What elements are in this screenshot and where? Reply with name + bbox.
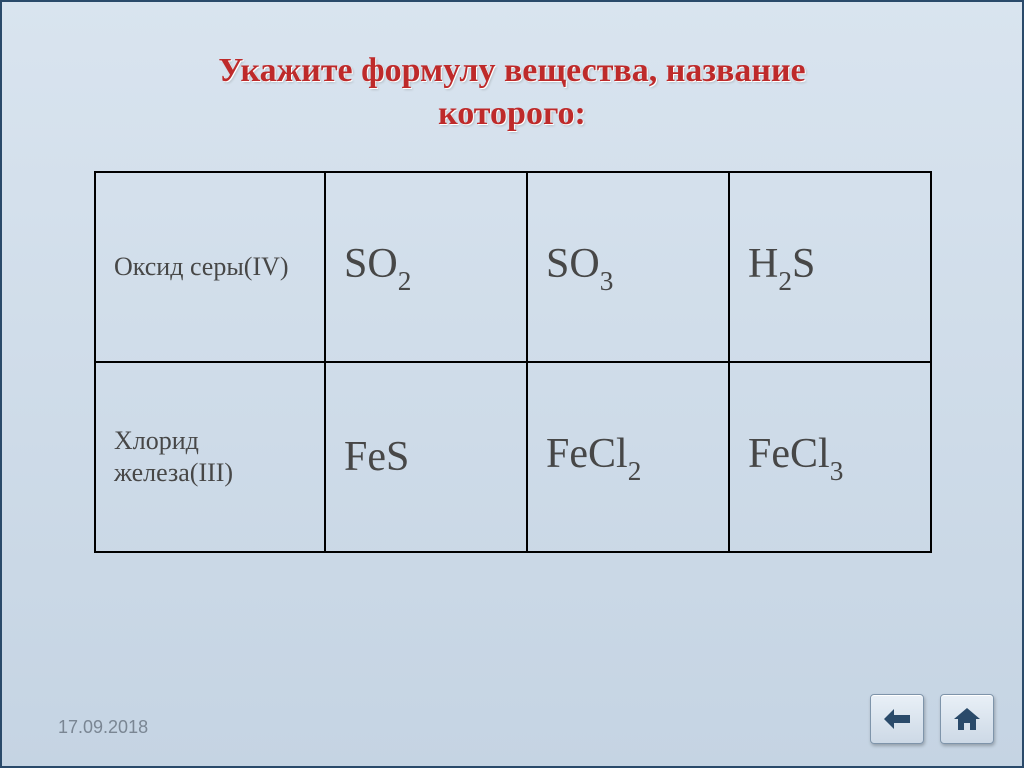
title-line-2: которого:	[438, 95, 586, 132]
arrow-left-icon	[882, 707, 912, 731]
slide-title: Укажите формулу вещества, название котор…	[2, 2, 1022, 171]
formula-cell: SO3	[527, 172, 729, 362]
footer-date: 17.09.2018	[58, 717, 148, 738]
formula-cell: FeS	[325, 362, 527, 552]
title-line-1: Укажите формулу вещества, название	[218, 52, 805, 89]
home-button[interactable]	[940, 694, 994, 744]
formula-table-container: Оксид серы(IV)SO2SO3H2SХлорид железа(III…	[94, 171, 930, 553]
home-icon	[952, 706, 982, 732]
table-row: Хлорид железа(III)FeSFeCl2FeCl3	[95, 362, 931, 552]
row-label: Хлорид железа(III)	[95, 362, 325, 552]
nav-controls	[870, 694, 994, 744]
formula-cell: H2S	[729, 172, 931, 362]
row-label: Оксид серы(IV)	[95, 172, 325, 362]
formula-cell: FeCl2	[527, 362, 729, 552]
formula-cell: SO2	[325, 172, 527, 362]
table-row: Оксид серы(IV)SO2SO3H2S	[95, 172, 931, 362]
formula-cell: FeCl3	[729, 362, 931, 552]
formula-table: Оксид серы(IV)SO2SO3H2SХлорид железа(III…	[94, 171, 932, 553]
back-button[interactable]	[870, 694, 924, 744]
